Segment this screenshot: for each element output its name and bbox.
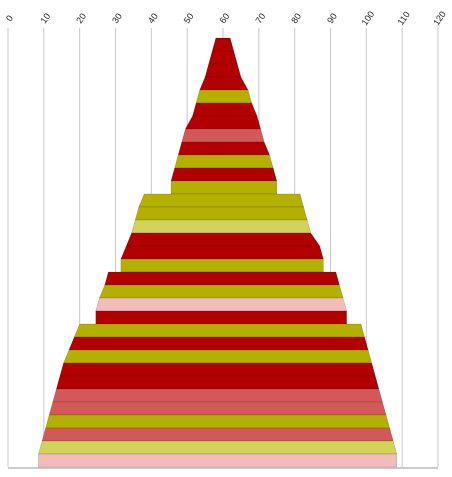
band-layer xyxy=(38,37,398,468)
funnel-band xyxy=(52,388,383,403)
funnel-band xyxy=(104,271,340,286)
funnel-band xyxy=(95,297,347,312)
funnel-band xyxy=(195,89,252,104)
x-tick-label: 110 xyxy=(395,10,411,27)
funnel-band xyxy=(174,154,274,169)
funnel-band xyxy=(63,349,373,364)
funnel-band xyxy=(177,141,270,156)
x-tick-label: 40 xyxy=(146,11,160,25)
funnel-band xyxy=(192,102,258,117)
funnel-band xyxy=(41,427,394,442)
funnel-band xyxy=(45,414,390,429)
funnel-band xyxy=(120,245,324,260)
x-tick-label: 100 xyxy=(359,9,376,27)
x-tick-label: 80 xyxy=(289,11,303,25)
x-tick-label: 20 xyxy=(74,11,88,25)
funnel-band xyxy=(208,50,238,65)
funnel-band xyxy=(73,323,365,338)
funnel-band xyxy=(181,128,265,143)
funnel-band xyxy=(59,362,376,377)
funnel-band xyxy=(95,310,347,325)
funnel-band xyxy=(134,206,308,221)
funnel-band xyxy=(184,115,261,130)
funnel-band xyxy=(99,284,344,299)
funnel-band xyxy=(120,258,324,273)
funnel-band xyxy=(211,37,235,52)
funnel-band xyxy=(131,219,312,234)
funnel-band xyxy=(125,232,321,247)
x-tick-label: 120 xyxy=(431,9,448,27)
x-axis-ticks: 0 10 20 30 40 50 60 70 80 90 100 110 120 xyxy=(4,9,448,27)
funnel-band xyxy=(38,440,398,455)
funnel-band xyxy=(170,167,278,182)
x-tick-label: 10 xyxy=(38,11,52,25)
x-tick-label: 30 xyxy=(110,11,124,25)
funnel-band xyxy=(138,193,304,208)
funnel-band xyxy=(38,453,398,468)
x-tick-label: 0 xyxy=(4,13,15,23)
funnel-band xyxy=(56,375,380,390)
funnel-band xyxy=(48,401,387,416)
funnel-band xyxy=(170,180,277,195)
x-tick-label: 90 xyxy=(325,11,339,25)
funnel-band xyxy=(204,63,242,78)
x-tick-label: 50 xyxy=(182,11,196,25)
funnel-band xyxy=(199,76,249,91)
x-tick-label: 60 xyxy=(218,11,232,25)
funnel-band xyxy=(68,336,369,351)
x-tick-label: 70 xyxy=(253,11,267,25)
